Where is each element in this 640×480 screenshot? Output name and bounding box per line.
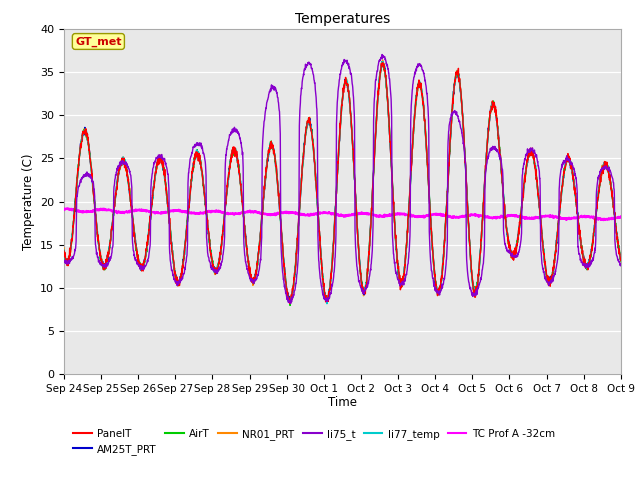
li75_t xyxy=(397,280,405,286)
Text: GT_met: GT_met xyxy=(75,36,122,47)
li77_temp xyxy=(540,256,548,262)
TC Prof A -32cm xyxy=(397,211,404,216)
NR01_PRT xyxy=(379,57,387,63)
AM25T_PRT xyxy=(574,210,582,216)
Line: AM25T_PRT: AM25T_PRT xyxy=(64,61,640,303)
PanelT xyxy=(397,276,405,282)
li77_temp xyxy=(120,158,127,164)
li77_temp xyxy=(248,278,255,284)
AM25T_PRT xyxy=(120,159,127,165)
li75_t xyxy=(378,52,386,58)
li75_t xyxy=(287,300,294,306)
AM25T_PRT xyxy=(379,59,387,64)
AM25T_PRT xyxy=(397,283,405,288)
PanelT xyxy=(120,159,127,165)
li77_temp xyxy=(397,282,405,288)
li77_temp xyxy=(60,247,68,253)
Line: li75_t: li75_t xyxy=(64,55,640,303)
Line: li77_temp: li77_temp xyxy=(64,61,640,304)
PanelT xyxy=(286,300,294,306)
AirT xyxy=(60,248,68,254)
Line: TC Prof A -32cm: TC Prof A -32cm xyxy=(64,208,640,220)
li77_temp xyxy=(574,213,582,218)
li75_t xyxy=(60,259,68,264)
Line: PanelT: PanelT xyxy=(64,62,640,303)
Title: Temperatures: Temperatures xyxy=(295,12,390,26)
li75_t xyxy=(248,276,255,282)
PanelT xyxy=(540,251,548,257)
AirT xyxy=(248,276,255,282)
PanelT xyxy=(60,248,68,254)
NR01_PRT xyxy=(574,213,582,218)
NR01_PRT xyxy=(60,245,68,251)
PanelT xyxy=(248,276,255,282)
Line: NR01_PRT: NR01_PRT xyxy=(64,60,640,302)
AirT xyxy=(397,281,405,287)
TC Prof A -32cm xyxy=(120,209,127,215)
TC Prof A -32cm xyxy=(573,215,581,220)
li77_temp xyxy=(379,59,387,64)
NR01_PRT xyxy=(397,279,405,285)
Legend: PanelT, AM25T_PRT, AirT, NR01_PRT, li75_t, li77_temp, TC Prof A -32cm: PanelT, AM25T_PRT, AirT, NR01_PRT, li75_… xyxy=(69,424,559,459)
Line: AirT: AirT xyxy=(64,62,640,305)
li75_t xyxy=(540,271,548,277)
AM25T_PRT xyxy=(540,256,548,262)
AirT xyxy=(286,302,294,308)
TC Prof A -32cm xyxy=(248,209,255,215)
li75_t xyxy=(120,161,127,167)
AirT xyxy=(574,212,582,218)
AirT xyxy=(120,158,127,164)
TC Prof A -32cm xyxy=(63,205,71,211)
NR01_PRT xyxy=(248,276,255,282)
NR01_PRT xyxy=(286,299,294,305)
li77_temp xyxy=(323,301,331,307)
NR01_PRT xyxy=(120,154,127,160)
li75_t xyxy=(574,238,582,243)
TC Prof A -32cm xyxy=(60,207,68,213)
X-axis label: Time: Time xyxy=(328,396,357,408)
AM25T_PRT xyxy=(248,276,255,282)
AirT xyxy=(540,254,548,260)
AirT xyxy=(378,59,386,65)
AM25T_PRT xyxy=(60,248,68,254)
AM25T_PRT xyxy=(285,300,293,306)
PanelT xyxy=(379,60,387,65)
PanelT xyxy=(574,212,582,217)
Y-axis label: Temperature (C): Temperature (C) xyxy=(22,153,35,250)
NR01_PRT xyxy=(540,256,548,262)
TC Prof A -32cm xyxy=(540,213,548,219)
